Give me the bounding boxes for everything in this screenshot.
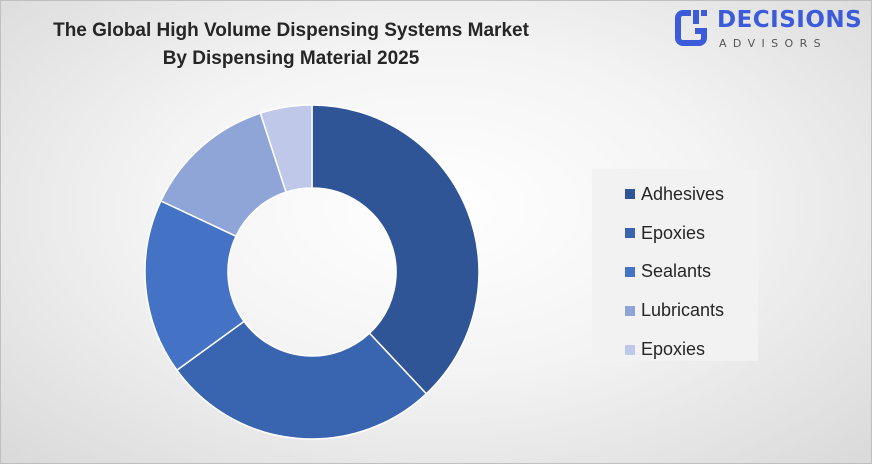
logo-tagline: ADVISORS [719,37,828,50]
legend-swatch [625,228,635,239]
donut-slice-epoxies-4 [259,104,313,194]
donut-slice-adhesives-0 [311,104,480,395]
chart-title: The Global High Volume Dispensing System… [53,20,529,69]
chart-legend: Adhesives Epoxies Sealants Lubricants Epoxie… [592,169,758,361]
brand-logo: DECISIONS ADVISORS [671,6,871,54]
legend-label: Epoxies [641,222,706,243]
legend-label: Adhesives [641,183,725,204]
legend-swatch [625,305,635,316]
legend-swatch [625,189,635,200]
legend-label: Sealants [641,261,712,282]
logo-wordmark: DECISIONS [717,7,863,33]
logo-mark-icon [675,10,707,46]
legend-item: Epoxies [592,330,758,369]
legend-swatch [625,266,635,277]
legend-swatch [625,344,635,355]
legend-item: Lubricants [592,291,758,330]
legend-label: Epoxies [641,339,706,360]
donut-slice-sealants-2 [144,199,246,372]
donut-slice-epoxies-1 [175,320,428,440]
legend-item: Sealants [592,253,758,292]
legend-item: Adhesives [592,175,758,214]
legend-label: Lubricants [641,300,725,321]
legend-item: Epoxies [592,214,758,253]
